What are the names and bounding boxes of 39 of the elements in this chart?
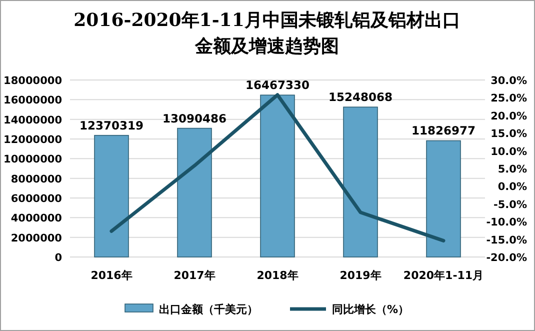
y2-tick-label: 10.0% [490, 146, 528, 158]
y2-tick-label: -15.0% [486, 234, 528, 246]
legend-label: 同比增长（%） [332, 303, 410, 316]
y2-tick-label: -5.0% [494, 198, 528, 211]
data-label: 12370319 [79, 118, 144, 132]
y2-tick-label: 20.0% [490, 110, 528, 122]
y-tick-label: 18000000 [4, 75, 62, 87]
y-tick-label: 16000000 [4, 94, 62, 107]
x-tick-label: 2018年 [256, 269, 298, 282]
y2-tick-label: 25.0% [490, 92, 528, 105]
y-tick-label: 0 [54, 252, 62, 264]
bar [343, 106, 378, 258]
y2-tick-label: 5.0% [498, 164, 528, 176]
y2-tick-label: -20.0% [486, 252, 528, 264]
bar [94, 134, 129, 258]
legend-label: 出口金额（千美元） [159, 303, 258, 316]
data-label: 15248068 [328, 90, 393, 104]
y-tick-label: 12000000 [4, 134, 62, 146]
y2-tick-label: 0.0% [498, 181, 528, 194]
y-tick-label: 6000000 [10, 193, 62, 205]
bar [260, 94, 295, 258]
x-tick-label: 2019年 [340, 269, 382, 282]
bar [177, 128, 212, 258]
x-tick-label: 2020年1-11月 [403, 269, 484, 282]
y-tick-label: 8000000 [10, 173, 62, 186]
x-tick-label: 2017年 [174, 269, 216, 282]
y-tick-label: 4000000 [10, 212, 62, 225]
y2-tick-label: 30.0% [490, 75, 528, 87]
y-tick-label: 14000000 [4, 114, 62, 126]
data-label: 13090486 [162, 111, 227, 126]
x-tick-label: 2016年 [90, 269, 132, 282]
y-tick-label: 2000000 [10, 232, 62, 244]
y2-tick-label: 15.0% [490, 128, 528, 140]
chart-title: 2016-2020年1-11月中国未锻轧铝及铝材出口金额及增速趋势图 [72, 9, 462, 59]
bar [426, 140, 461, 258]
y2-tick-label: -10.0% [486, 216, 528, 229]
y-tick-label: 10000000 [4, 154, 62, 166]
data-label: 16467330 [245, 78, 310, 92]
data-label: 11826977 [411, 124, 476, 138]
